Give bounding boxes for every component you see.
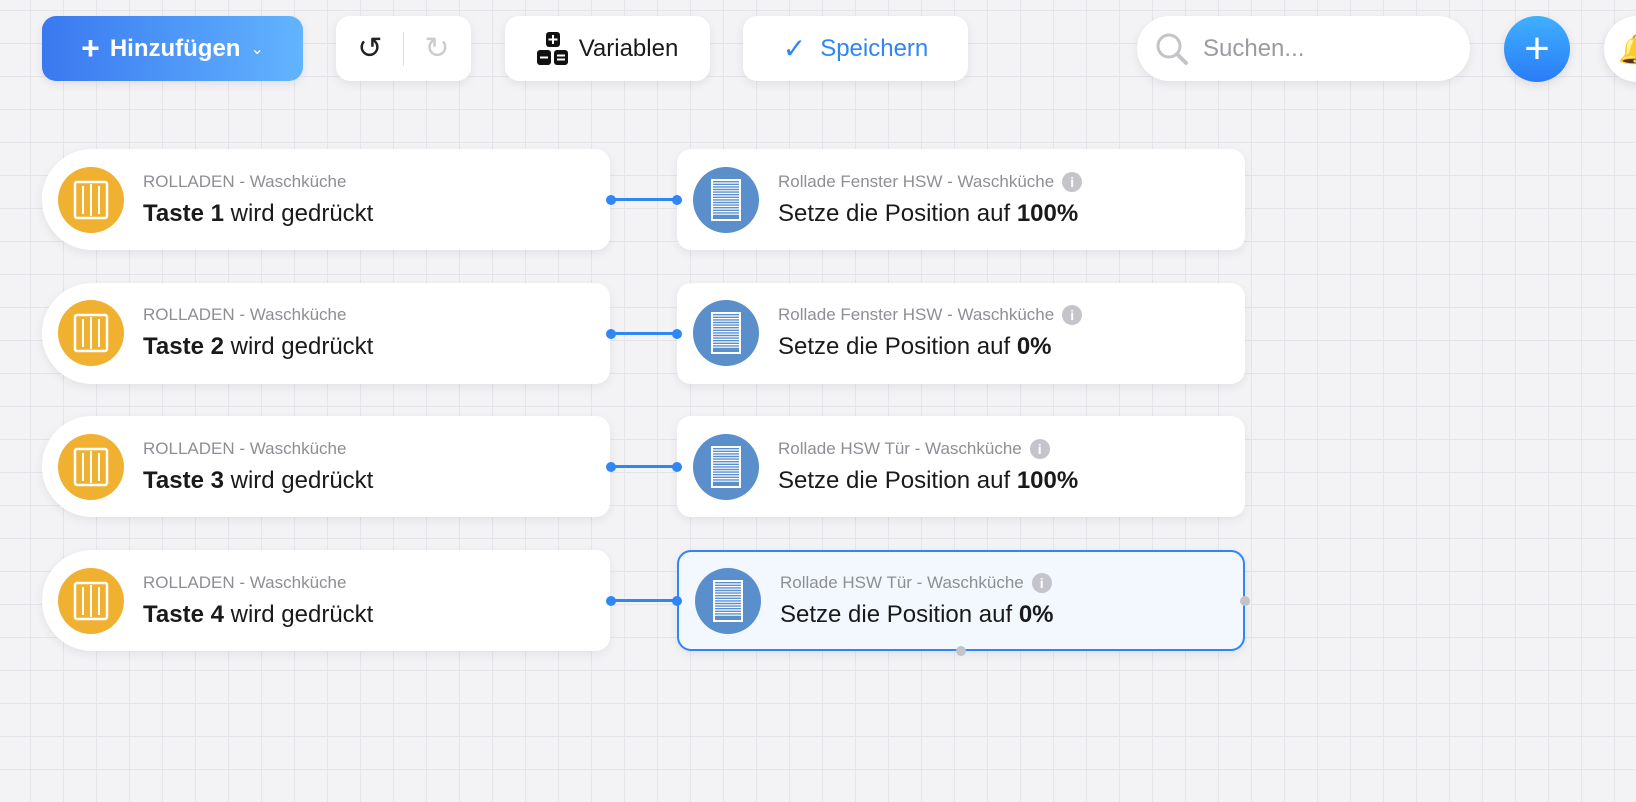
output-port[interactable] — [606, 462, 616, 473]
search-box — [1137, 16, 1470, 81]
search-icon — [1156, 33, 1188, 65]
blinds-icon — [695, 567, 761, 634]
save-label: Speichern — [820, 34, 929, 62]
bell-icon: 🔔 — [1618, 33, 1636, 65]
plus-icon: + — [81, 30, 100, 66]
search-input[interactable] — [1203, 34, 1443, 63]
connection-line — [615, 599, 675, 603]
variables-label: Variablen — [578, 34, 679, 62]
trigger-text: Taste 3 wird gedrückt — [143, 466, 374, 494]
variables-icon — [536, 31, 568, 65]
action-device: Rollade HSW Tür - Waschküche — [780, 572, 1024, 592]
action-card[interactable]: Rollade HSW Tür - Waschküche i Setze die … — [677, 550, 1245, 652]
info-icon[interactable]: i — [1029, 438, 1050, 459]
info-icon[interactable]: i — [1031, 572, 1052, 593]
trigger-card[interactable]: ROLLADEN - Waschküche Taste 3 wird gedrü… — [42, 416, 610, 518]
redo-icon[interactable]: ↻ — [424, 32, 450, 65]
create-button[interactable]: + — [1504, 16, 1570, 82]
output-port[interactable] — [1240, 596, 1250, 607]
input-port[interactable] — [672, 596, 682, 607]
action-card[interactable]: Rollade HSW Tür - Waschküche i Setze die … — [677, 416, 1245, 518]
undo-redo-group: ↺ ↻ — [336, 16, 471, 81]
connection-line — [615, 465, 675, 469]
action-text: Setze die Position auf 0% — [778, 333, 1052, 361]
input-port[interactable] — [672, 462, 682, 473]
trigger-device: ROLLADEN - Waschküche — [143, 305, 347, 325]
trigger-text: Taste 1 wird gedrückt — [143, 199, 374, 227]
switch-icon — [58, 166, 124, 233]
rule-row: ROLLADEN - Waschküche Taste 4 wird gedrü… — [0, 550, 1300, 657]
action-device: Rollade Fenster HSW - Waschküche — [778, 171, 1055, 191]
trigger-device: ROLLADEN - Waschküche — [143, 171, 347, 191]
output-port[interactable] — [606, 596, 616, 607]
blinds-icon — [693, 433, 759, 500]
info-icon[interactable]: i — [1062, 305, 1083, 326]
output-port[interactable] — [606, 195, 616, 205]
notifications-button[interactable]: 🔔 — [1604, 16, 1636, 82]
trigger-device: ROLLADEN - Waschküche — [143, 572, 347, 592]
bottom-port[interactable] — [956, 646, 966, 657]
action-device: Rollade HSW Tür - Waschküche — [778, 438, 1022, 458]
input-port[interactable] — [672, 328, 682, 339]
rule-row: ROLLADEN - Waschküche Taste 2 wird gedrü… — [0, 282, 1300, 384]
trigger-text: Taste 2 wird gedrückt — [143, 333, 374, 361]
trigger-device: ROLLADEN - Waschküche — [143, 438, 347, 458]
info-icon[interactable]: i — [1062, 171, 1083, 192]
chevron-down-icon: ⌄ — [250, 40, 264, 58]
action-text: Setze die Position auf 0% — [780, 600, 1054, 628]
blinds-icon — [693, 300, 759, 367]
action-text: Setze die Position auf 100% — [778, 466, 1079, 494]
switch-icon — [58, 300, 124, 367]
trigger-text: Taste 4 wird gedrückt — [143, 600, 374, 628]
input-port[interactable] — [672, 195, 682, 205]
variables-button[interactable]: Variablen — [505, 16, 710, 81]
check-icon: ✓ — [782, 33, 807, 64]
switch-icon — [58, 567, 124, 634]
action-card[interactable]: Rollade Fenster HSW - Waschküche i Setze … — [677, 149, 1245, 250]
add-button[interactable]: + Hinzufügen ⌄ — [42, 16, 303, 81]
rule-row: ROLLADEN - Waschküche Taste 1 wird gedrü… — [0, 149, 1300, 250]
action-device: Rollade Fenster HSW - Waschküche — [778, 305, 1055, 325]
trigger-card[interactable]: ROLLADEN - Waschküche Taste 2 wird gedrü… — [42, 282, 610, 384]
blinds-icon — [693, 166, 759, 233]
connection-line — [615, 198, 675, 201]
action-card[interactable]: Rollade Fenster HSW - Waschküche i Setze … — [677, 282, 1245, 384]
divider — [403, 31, 404, 66]
connection-line — [615, 331, 675, 335]
save-button[interactable]: ✓ Speichern — [743, 16, 968, 81]
action-text: Setze die Position auf 100% — [778, 199, 1079, 227]
trigger-card[interactable]: ROLLADEN - Waschküche Taste 1 wird gedrü… — [42, 149, 610, 250]
rule-row: ROLLADEN - Waschküche Taste 3 wird gedrü… — [0, 416, 1300, 518]
undo-icon[interactable]: ↺ — [357, 32, 383, 65]
plus-icon: + — [1524, 24, 1550, 73]
switch-icon — [58, 433, 124, 500]
output-port[interactable] — [606, 328, 616, 339]
add-label: Hinzufügen — [109, 34, 241, 62]
trigger-card[interactable]: ROLLADEN - Waschküche Taste 4 wird gedrü… — [42, 550, 610, 652]
